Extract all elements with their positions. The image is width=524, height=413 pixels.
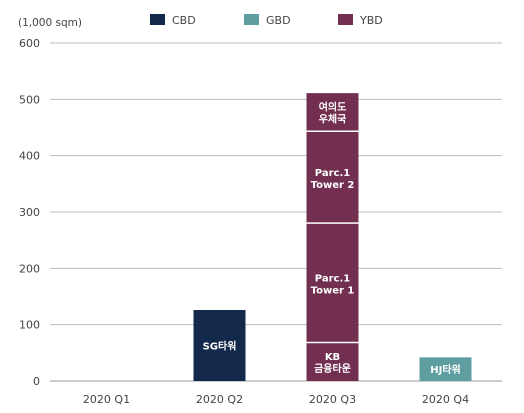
y-tick-label: 100 (19, 319, 40, 332)
bar-segment-label: Parc.1 Tower 1 (311, 274, 355, 297)
x-tick-label: 2020 Q2 (196, 393, 243, 406)
bar-segment (193, 310, 246, 381)
legend-swatch-cbd (150, 14, 165, 25)
y-tick-label: 300 (19, 206, 40, 219)
y-tick-label: 0 (33, 375, 40, 388)
bar-segment-label: Parc.1 Tower 2 (311, 168, 355, 191)
bar-segment (306, 132, 359, 223)
x-tick-label: 2020 Q3 (309, 393, 356, 406)
y-tick-label: 200 (19, 262, 40, 275)
bar-segment (419, 357, 472, 381)
legend-label-cbd: CBD (172, 14, 196, 27)
unit-label: (1,000 sqm) (18, 17, 82, 29)
legend-label-gbd: GBD (266, 14, 291, 27)
y-tick-label: 500 (19, 93, 40, 106)
bar-segment-label: SG타워 (203, 340, 237, 353)
bar-segment-label: 여의도 우체국 (319, 101, 347, 126)
x-tick-label: 2020 Q4 (422, 393, 469, 406)
y-axis-ticks: 0 100 200 300 400 500 600 (19, 37, 40, 388)
x-axis-ticks: 2020 Q1 2020 Q2 2020 Q3 2020 Q4 (83, 393, 469, 406)
bar-segment (306, 93, 359, 131)
bars: SG타워 KB 금융타운 Parc.1 Tower 1 Parc.1 Tower 2 여의도 우… (193, 93, 472, 381)
y-tick-label: 400 (19, 150, 40, 163)
legend-swatch-ybd (338, 14, 353, 25)
bar-segment-label: HJ타워 (430, 363, 461, 376)
gridlines (50, 42, 502, 382)
bar-segment-label: KB 금융타운 (314, 352, 351, 375)
legend-swatch-gbd (244, 14, 259, 25)
y-tick-label: 600 (19, 37, 40, 50)
bar-segment (306, 223, 359, 342)
x-tick-label: 2020 Q1 (83, 393, 130, 406)
legend-label-ybd: YBD (359, 14, 383, 27)
bar-segment (306, 343, 359, 381)
legend: CBD GBD YBD (150, 14, 383, 27)
